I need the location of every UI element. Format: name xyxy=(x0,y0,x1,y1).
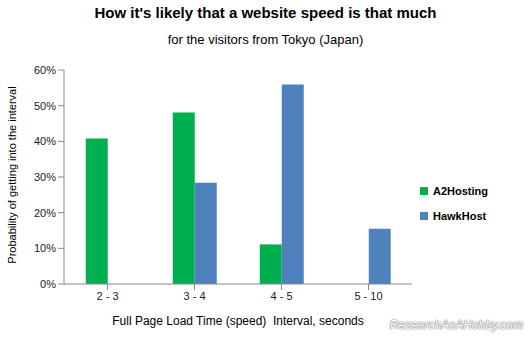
html-text:Full Page Load Time (speed) In: Full Page Load Time (speed) Interval, se… xyxy=(112,314,364,328)
svg-text:4 - 5: 4 - 5 xyxy=(270,290,292,302)
html-text:HawkHost: HawkHost xyxy=(433,209,487,222)
svg-text:50%: 50% xyxy=(34,100,56,112)
svg-text:5 - 10: 5 - 10 xyxy=(354,290,382,302)
html-text:Probability of getting into th: Probability of getting into the interval xyxy=(6,86,18,264)
svg-text:40%: 40% xyxy=(34,135,56,147)
svg-text:10%: 10% xyxy=(34,242,56,254)
svg-text:20%: 20% xyxy=(34,207,56,219)
html-text:ResearchAsAHobby.com: ResearchAsAHobby.com xyxy=(389,318,523,332)
svg-text:2 - 3: 2 - 3 xyxy=(96,290,118,302)
html-text:for the visitors from Tokyo (J: for the visitors from Tokyo (Japan) xyxy=(167,32,364,47)
svg-text:30%: 30% xyxy=(34,171,56,183)
html-text:How it's likely that a website: How it's likely that a website speed is … xyxy=(94,4,437,21)
html-text:A2Hosting: A2Hosting xyxy=(433,184,488,197)
svg-text:3 - 4: 3 - 4 xyxy=(183,290,205,302)
svg-text:0%: 0% xyxy=(40,278,56,290)
svg-text:60%: 60% xyxy=(34,64,56,76)
